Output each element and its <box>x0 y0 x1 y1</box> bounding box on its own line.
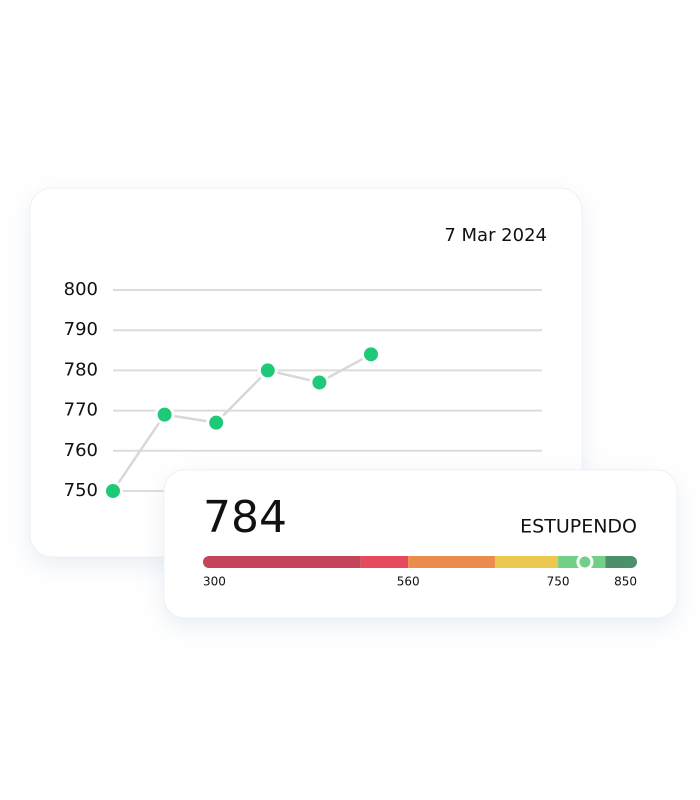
y-tick-label: 800 <box>64 279 98 300</box>
gauge-tick-label: 750 <box>547 575 570 589</box>
y-tick-label: 780 <box>64 359 98 380</box>
gauge-band <box>605 556 637 568</box>
y-tick-label: 790 <box>64 319 98 340</box>
gauge-bar <box>203 556 637 568</box>
score-card <box>163 469 678 619</box>
data-point <box>103 481 123 501</box>
y-tick-label: 760 <box>64 440 98 461</box>
score-rating: ESTUPENDO <box>520 516 637 538</box>
date-label: 7 Mar 2024 <box>444 225 547 246</box>
y-tick-label: 770 <box>64 400 98 421</box>
line-chart: 750 760 770 780 790 800 <box>64 279 542 501</box>
gauge-tick-label: 300 <box>203 575 226 589</box>
y-tick-label: 750 <box>64 480 98 501</box>
data-point <box>206 412 227 433</box>
gauge-band <box>203 556 361 568</box>
gauge-marker <box>576 553 594 571</box>
gauge-band <box>360 556 409 568</box>
score-value: 784 <box>203 492 287 543</box>
gauge-tick-label: 560 <box>397 575 420 589</box>
gauge: 300 560 750 850 <box>203 553 637 589</box>
data-point <box>361 344 381 365</box>
data-point <box>257 360 278 381</box>
gauge-tick-label: 850 <box>614 575 637 589</box>
data-point <box>309 372 330 393</box>
gauge-band <box>408 556 495 568</box>
data-point <box>154 404 175 425</box>
gauge-band <box>494 556 559 568</box>
